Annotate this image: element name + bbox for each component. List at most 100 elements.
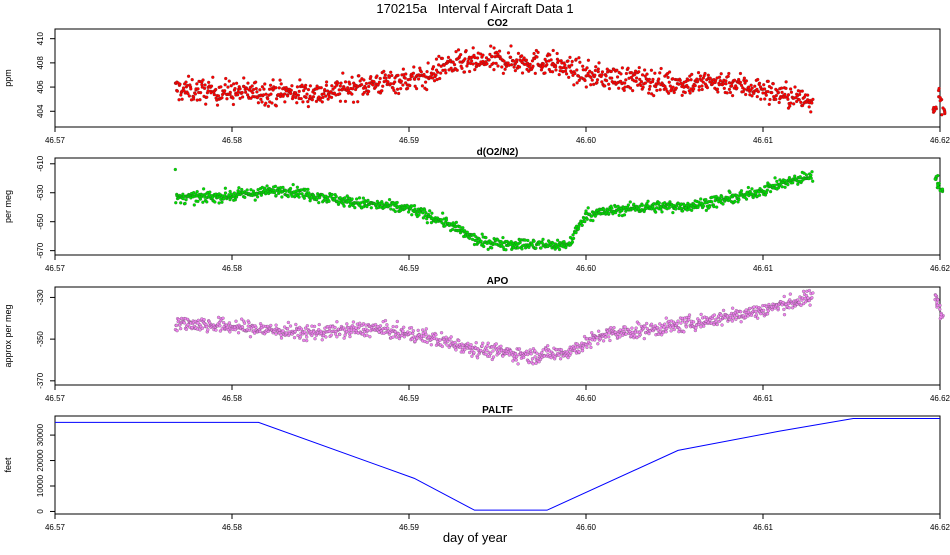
data-point [763,97,767,101]
data-point [411,71,416,75]
data-point [607,86,612,91]
data-point [759,97,763,101]
data-point [398,86,403,91]
panel-title: PALTF [482,405,513,416]
data-point [383,318,388,323]
data-point [593,214,598,218]
data-point [558,357,563,361]
data-point [809,110,813,114]
data-point [750,94,754,98]
data-point [240,187,244,192]
data-point [489,246,494,250]
data-point [205,200,209,204]
data-point [609,76,614,80]
data-point [417,213,421,217]
data-point [577,224,581,229]
data-point [626,203,631,207]
data-point [659,333,664,337]
data-point [469,59,474,63]
data-point [305,324,310,328]
data-point [485,348,489,353]
data-point [297,192,301,196]
data-point [761,308,766,313]
data-point [440,344,445,349]
data-point [508,55,513,59]
data-point [580,223,584,227]
data-point [445,343,449,347]
data-point [638,332,642,337]
data-point [491,349,495,353]
data-point [765,188,770,192]
data-point [615,75,620,79]
data-point [306,104,311,109]
data-point [434,57,439,61]
data-point [722,86,727,91]
x-tick-label: 46.62 [930,394,950,403]
data-point [206,80,211,85]
data-point [231,82,236,86]
data-point [372,79,376,84]
data-point [444,218,449,222]
data-point [657,77,661,81]
data-point [350,92,354,96]
data-point [314,99,319,104]
data-point [719,72,723,76]
data-point [696,70,701,75]
data-point [786,97,790,102]
data-point [305,338,309,343]
data-point [624,332,628,336]
data-point [178,82,182,86]
data-point [585,66,589,70]
data-point [721,308,726,313]
data-point [395,319,400,324]
data-point [647,87,652,91]
data-point [234,319,238,323]
data-point [607,335,611,339]
data-point [383,73,387,77]
data-point [777,100,781,105]
x-tick-label: 46.57 [45,136,66,145]
data-point [802,171,806,175]
data-point [427,209,432,213]
data-point [286,320,291,325]
data-point [676,319,680,323]
x-tick-label: 46.57 [45,523,66,532]
data-point [658,71,662,75]
data-point [799,303,803,308]
data-point [217,201,221,205]
data-point [242,321,247,325]
data-point [250,84,254,88]
data-point [762,87,767,91]
data-point [596,329,601,333]
data-point [189,87,193,91]
data-point [800,89,804,93]
data-point [420,328,425,332]
data-point [699,325,703,329]
data-point [486,247,490,252]
data-point [536,50,540,55]
data-point [184,198,188,202]
data-point [936,88,941,93]
data-point [243,90,248,95]
data-point [733,199,737,204]
data-point [297,195,301,199]
data-point [396,73,400,78]
data-point [404,72,408,76]
data-point [317,200,321,205]
data-point [520,247,524,251]
data-point [672,90,676,95]
data-point [208,190,212,194]
data-point [659,66,663,71]
data-point [395,87,400,91]
data-point [513,68,518,73]
data-point [295,85,300,89]
data-point [246,81,250,85]
data-point [679,321,683,325]
data-point [575,68,579,72]
data-point [801,289,806,294]
data-point [715,322,719,327]
data-point [243,195,247,200]
data-point [206,328,210,332]
data-point [228,90,232,95]
data-point [191,97,196,101]
